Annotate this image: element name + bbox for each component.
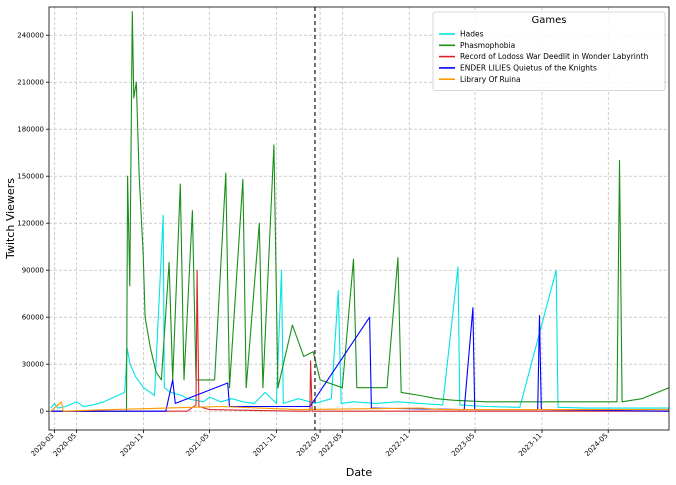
y-tick-label: 90000 bbox=[22, 267, 44, 275]
legend-entry: Record of Lodoss War Deedlit in Wonder L… bbox=[460, 52, 649, 61]
legend-entry: Hades bbox=[460, 30, 484, 39]
y-tick-label: 0 bbox=[40, 408, 44, 416]
legend: Games Hades Phasmophobia Record of Lodoss … bbox=[432, 11, 666, 91]
y-tick-label: 30000 bbox=[22, 361, 44, 369]
y-tick-label: 120000 bbox=[17, 220, 44, 228]
series-line-4 bbox=[50, 401, 669, 412]
x-axis-label: Date bbox=[346, 466, 373, 479]
legend-title: Games bbox=[532, 15, 567, 26]
legend-box bbox=[432, 11, 666, 91]
grid bbox=[49, 7, 669, 430]
y-tick-label: 180000 bbox=[17, 126, 44, 134]
series-line-0 bbox=[50, 214, 669, 409]
plot-frame bbox=[48, 6, 670, 431]
y-tick-label: 60000 bbox=[22, 314, 44, 322]
legend-entry: Phasmophobia bbox=[460, 41, 515, 50]
series-line-1 bbox=[50, 11, 670, 412]
y-axis-label: Twitch Viewers bbox=[4, 178, 17, 260]
legend-entry: Library Of Ruina bbox=[460, 75, 521, 84]
series-group bbox=[50, 11, 670, 412]
series-line-3 bbox=[50, 307, 670, 412]
y-tick-label: 240000 bbox=[17, 32, 44, 40]
legend-entry: ENDER LILIES Quietus of the Knights bbox=[460, 64, 597, 73]
y-tick-label: 150000 bbox=[17, 173, 44, 181]
y-tick-label: 210000 bbox=[17, 79, 44, 87]
